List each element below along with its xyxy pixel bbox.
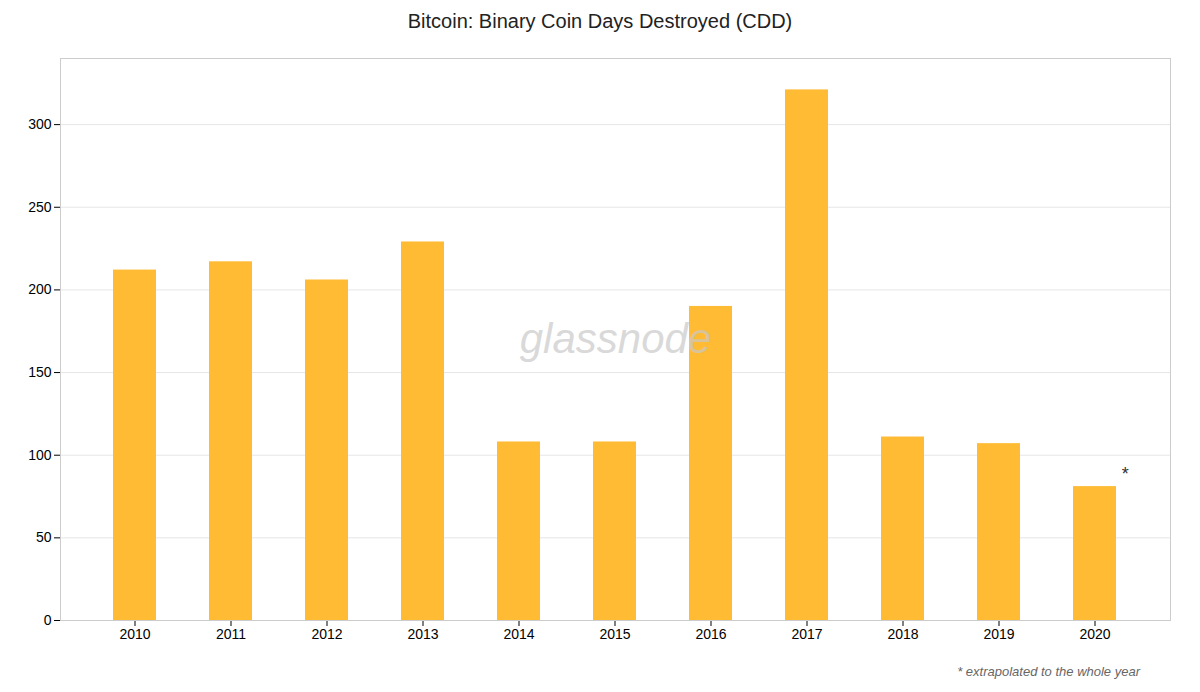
svg-text:100: 100 — [28, 447, 52, 463]
svg-text:2011: 2011 — [216, 626, 246, 642]
svg-text:2010: 2010 — [119, 626, 150, 642]
svg-text:150: 150 — [28, 364, 52, 380]
svg-text:*: * — [1122, 464, 1129, 484]
svg-text:2020: 2020 — [1079, 626, 1110, 642]
html-text:* extrapolated to the whole ye: * extrapolated to the whole year — [957, 664, 1140, 679]
svg-text:2012: 2012 — [311, 626, 342, 642]
svg-text:50: 50 — [36, 529, 52, 545]
svg-text:2013: 2013 — [407, 626, 438, 642]
svg-text:2014: 2014 — [503, 626, 534, 642]
svg-text:2019: 2019 — [983, 626, 1014, 642]
svg-text:200: 200 — [28, 281, 52, 297]
svg-text:2018: 2018 — [887, 626, 918, 642]
svg-text:glassnode: glassnode — [520, 315, 711, 362]
svg-text:300: 300 — [28, 116, 52, 132]
svg-text:0: 0 — [44, 612, 52, 628]
svg-text:2015: 2015 — [599, 626, 630, 642]
html-text:Bitcoin: Binary Coin Days Dest: Bitcoin: Binary Coin Days Destroyed (CDD… — [407, 10, 793, 32]
svg-text:2017: 2017 — [791, 626, 822, 642]
svg-text:2016: 2016 — [695, 626, 726, 642]
svg-text:250: 250 — [28, 199, 52, 215]
